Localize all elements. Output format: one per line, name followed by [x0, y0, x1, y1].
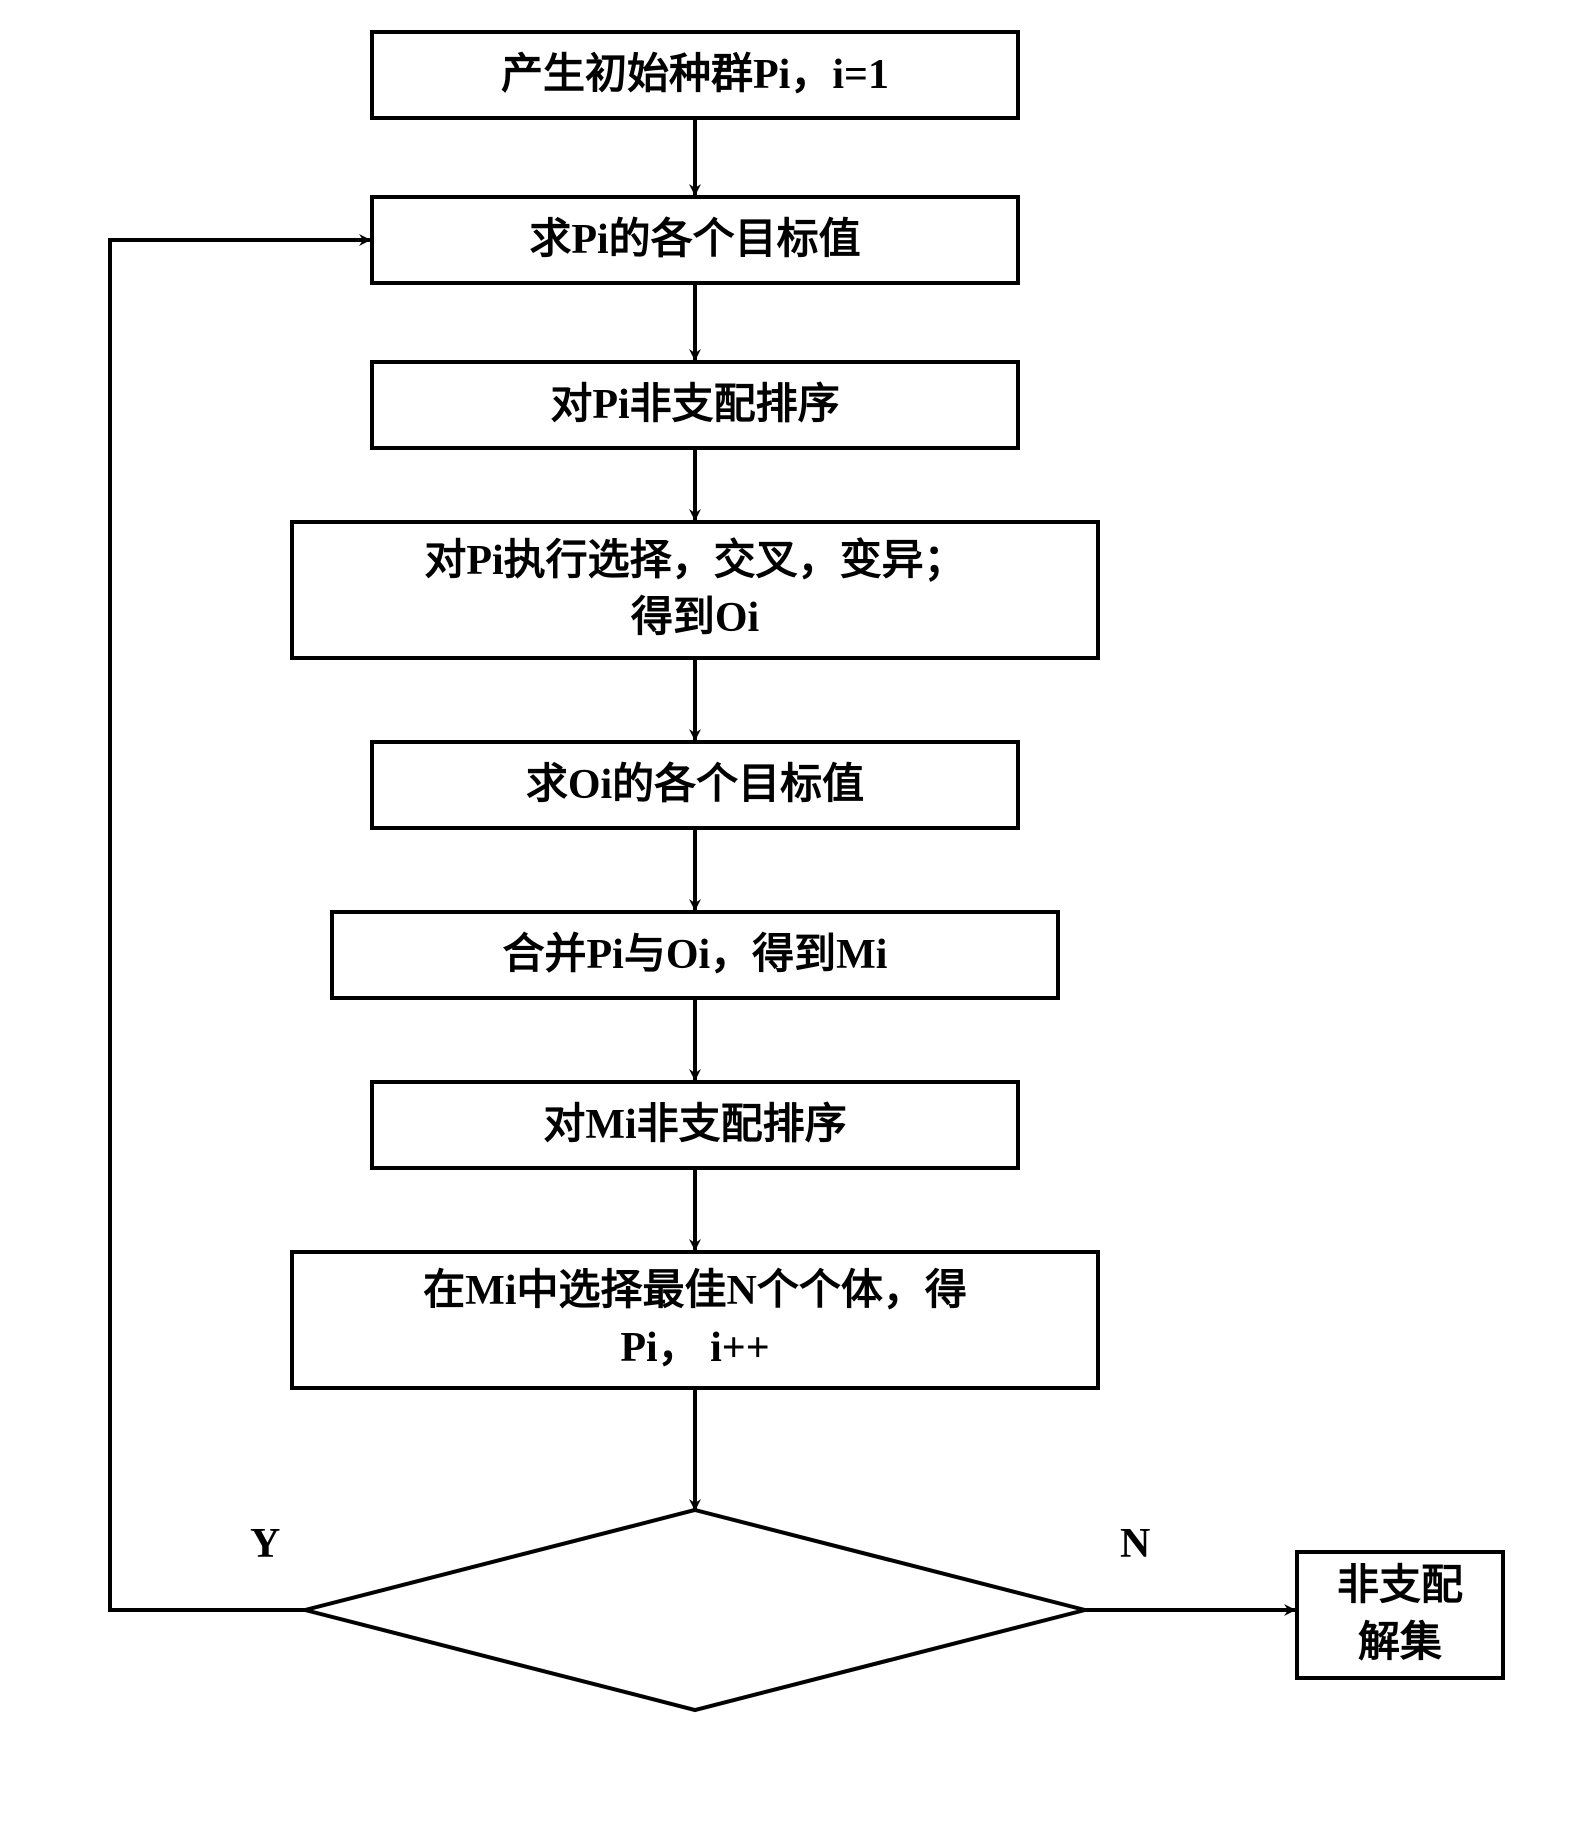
yes-label: Y	[250, 1520, 280, 1568]
step-label: 对Pi执行选择，交叉，变异； 得到Oi	[424, 533, 965, 646]
no-text: N	[1120, 1521, 1150, 1567]
step-sort-pi: 对Pi非支配排序	[370, 360, 1020, 450]
step-sort-mi: 对Mi非支配排序	[370, 1080, 1020, 1170]
step-merge: 合并Pi与Oi，得到Mi	[330, 910, 1060, 1000]
decision-label: i<=最大代数？	[495, 1588, 895, 1649]
step-label: 对Pi非支配排序	[550, 377, 839, 434]
decision-text: i<=最大代数？	[560, 1600, 830, 1646]
step-label: 求Pi的各个目标值	[529, 212, 860, 269]
flowchart-canvas: 产生初始种群Pi，i=1 求Pi的各个目标值 对Pi非支配排序 对Pi执行选择，…	[0, 0, 1572, 1822]
step-label: 在Mi中选择最佳N个个体，得 Pi， i++	[423, 1263, 967, 1376]
step-label: 产生初始种群Pi，i=1	[501, 47, 889, 104]
step-label: 对Mi非支配排序	[543, 1097, 846, 1154]
yes-text: Y	[250, 1521, 280, 1567]
step-eval-pi: 求Pi的各个目标值	[370, 195, 1020, 285]
step-label: 合并Pi与Oi，得到Mi	[503, 927, 888, 984]
step-init-population: 产生初始种群Pi，i=1	[370, 30, 1020, 120]
step-eval-oi: 求Oi的各个目标值	[370, 740, 1020, 830]
step-select-cross-mutate: 对Pi执行选择，交叉，变异； 得到Oi	[290, 520, 1100, 660]
no-label: N	[1120, 1520, 1150, 1568]
step-label: 非支配 解集	[1337, 1558, 1463, 1671]
step-select-best-n: 在Mi中选择最佳N个个体，得 Pi， i++	[290, 1250, 1100, 1390]
terminal-result: 非支配 解集	[1295, 1550, 1505, 1680]
step-label: 求Oi的各个目标值	[526, 757, 864, 814]
